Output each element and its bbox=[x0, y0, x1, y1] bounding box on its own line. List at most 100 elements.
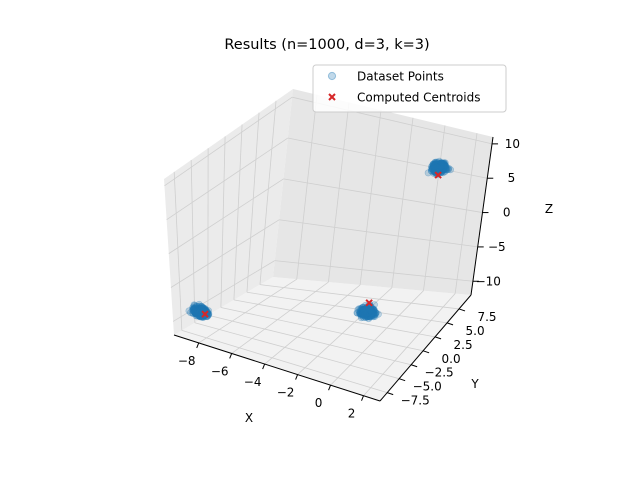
x-tick-label: −6 bbox=[211, 364, 229, 378]
data-point-cluster-2 bbox=[435, 165, 443, 173]
data-point-cluster-3 bbox=[370, 308, 378, 316]
data-point-cluster-1 bbox=[193, 306, 201, 314]
data-point-cluster-2 bbox=[434, 162, 442, 170]
y-axis-line bbox=[379, 294, 472, 402]
data-point-cluster-2 bbox=[434, 166, 442, 174]
data-point-cluster-2 bbox=[439, 164, 447, 172]
data-point-cluster-3 bbox=[365, 308, 373, 316]
data-point-cluster-1 bbox=[193, 307, 201, 315]
data-point-cluster-1 bbox=[195, 307, 203, 315]
data-point-cluster-3 bbox=[365, 315, 373, 323]
z-gridline bbox=[172, 260, 275, 322]
data-point-cluster-1 bbox=[193, 305, 201, 313]
x-gridline bbox=[423, 125, 446, 291]
data-point-cluster-1 bbox=[193, 308, 201, 316]
data-point-cluster-3 bbox=[366, 313, 374, 321]
data-point-cluster-1 bbox=[191, 309, 199, 317]
data-point-cluster-2 bbox=[438, 162, 446, 170]
data-point-cluster-3 bbox=[367, 306, 375, 314]
y-gridline bbox=[194, 322, 400, 380]
data-point-cluster-3 bbox=[368, 307, 376, 315]
data-point-cluster-1 bbox=[192, 306, 200, 314]
data-point-cluster-3 bbox=[356, 309, 364, 317]
floor-pane bbox=[174, 277, 471, 401]
data-point-cluster-3 bbox=[364, 313, 372, 321]
data-point-cluster-1 bbox=[194, 306, 202, 314]
data-point-cluster-1 bbox=[196, 305, 204, 313]
data-point-cluster-2 bbox=[443, 164, 451, 172]
data-point-cluster-3 bbox=[360, 310, 368, 318]
data-point-cluster-2 bbox=[437, 164, 445, 172]
data-point-cluster-1 bbox=[196, 306, 204, 314]
data-point-cluster-2 bbox=[429, 164, 437, 172]
data-point-cluster-2 bbox=[434, 163, 442, 171]
data-point-cluster-3 bbox=[360, 308, 368, 316]
data-point-cluster-1 bbox=[196, 306, 204, 314]
data-point-cluster-2 bbox=[429, 165, 437, 173]
data-point-cluster-3 bbox=[359, 309, 367, 317]
data-point-cluster-3 bbox=[361, 309, 369, 317]
data-point-cluster-1 bbox=[190, 301, 198, 309]
data-point-cluster-2 bbox=[438, 165, 446, 173]
data-point-cluster-3 bbox=[365, 310, 373, 318]
data-point-cluster-2 bbox=[440, 159, 448, 167]
data-point-cluster-3 bbox=[358, 309, 366, 317]
data-point-cluster-2 bbox=[439, 162, 447, 170]
data-point-cluster-2 bbox=[432, 163, 440, 171]
data-point-cluster-2 bbox=[431, 160, 439, 168]
data-point-cluster-1 bbox=[189, 303, 197, 311]
data-point-cluster-1 bbox=[190, 305, 198, 313]
data-point-cluster-3 bbox=[357, 312, 365, 320]
data-point-cluster-2 bbox=[430, 162, 438, 170]
data-point-cluster-1 bbox=[189, 304, 197, 312]
z-axis: Z −10 −5 0 5 10 bbox=[470, 137, 553, 296]
data-point-cluster-3 bbox=[365, 311, 373, 319]
data-point-cluster-2 bbox=[439, 160, 447, 168]
data-point-cluster-2 bbox=[437, 159, 445, 167]
data-point-cluster-3 bbox=[369, 307, 377, 315]
data-point-cluster-2 bbox=[437, 159, 445, 167]
data-point-cluster-1 bbox=[189, 305, 197, 313]
data-point-cluster-3 bbox=[367, 310, 375, 318]
x-tick bbox=[229, 353, 233, 359]
data-point-cluster-2 bbox=[441, 166, 449, 174]
data-point-cluster-2 bbox=[438, 163, 446, 171]
data-point-cluster-2 bbox=[432, 161, 440, 169]
data-point-cluster-3 bbox=[369, 306, 377, 314]
data-point-cluster-1 bbox=[192, 306, 200, 314]
data-point-cluster-3 bbox=[368, 312, 376, 320]
data-point-cluster-2 bbox=[432, 162, 440, 170]
data-point-cluster-1 bbox=[196, 304, 204, 312]
data-point-cluster-2 bbox=[437, 162, 445, 170]
data-point-cluster-2 bbox=[436, 163, 444, 171]
data-point-cluster-2 bbox=[430, 162, 438, 170]
data-point-cluster-3 bbox=[360, 306, 368, 314]
data-point-cluster-2 bbox=[438, 165, 446, 173]
data-point-cluster-3 bbox=[371, 312, 379, 320]
x-gridline bbox=[231, 281, 329, 354]
data-point-cluster-3 bbox=[362, 306, 370, 314]
x-gridline bbox=[296, 94, 318, 280]
data-point-cluster-3 bbox=[367, 306, 375, 314]
data-point-cluster-3 bbox=[363, 310, 371, 318]
data-point-cluster-3 bbox=[364, 313, 372, 321]
data-point-cluster-3 bbox=[363, 308, 371, 316]
data-point-cluster-3 bbox=[365, 305, 373, 313]
data-point-cluster-2 bbox=[432, 161, 440, 169]
data-point-cluster-1 bbox=[192, 306, 200, 314]
data-point-cluster-2 bbox=[438, 165, 446, 173]
data-point-cluster-2 bbox=[434, 164, 442, 172]
data-point-cluster-2 bbox=[439, 166, 447, 174]
data-point-cluster-3 bbox=[364, 310, 372, 318]
data-point-cluster-1 bbox=[193, 302, 201, 310]
data-point-cluster-3 bbox=[360, 310, 368, 318]
z-gridline bbox=[164, 96, 293, 187]
data-point-cluster-3 bbox=[364, 306, 372, 314]
data-point-cluster-1 bbox=[195, 305, 203, 313]
data-point-cluster-3 bbox=[366, 308, 374, 316]
data-point-cluster-2 bbox=[433, 160, 441, 168]
data-point-cluster-3 bbox=[360, 308, 368, 316]
data-point-cluster-3 bbox=[362, 313, 370, 321]
data-point-cluster-3 bbox=[364, 309, 372, 317]
data-point-cluster-1 bbox=[194, 306, 202, 314]
